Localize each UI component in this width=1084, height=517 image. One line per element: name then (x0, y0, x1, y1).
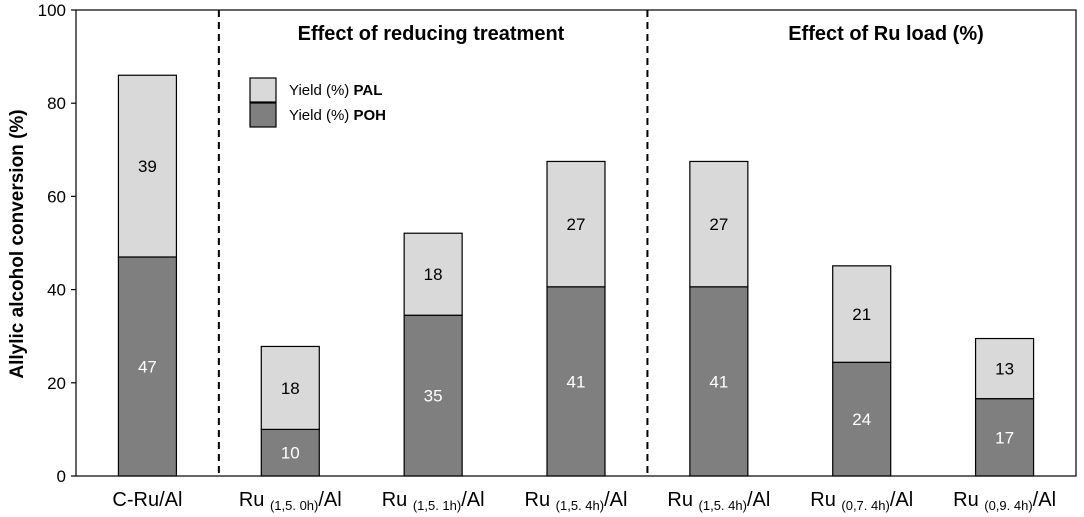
section-title-reducing: Effect of reducing treatment (298, 23, 565, 45)
x-tick-label: Ru (0,9. 4h)/Al (953, 489, 1056, 513)
data-label-pal: 39 (138, 157, 157, 176)
data-label-pal: 18 (281, 379, 300, 398)
data-label-pal: 27 (567, 215, 586, 234)
data-label-pal: 18 (424, 265, 443, 284)
bar-pal (689, 160, 749, 288)
y-tick-label: 20 (47, 374, 66, 393)
section-titles: Effect of reducing treatment Effect of R… (298, 23, 984, 45)
x-tick-label: Ru (1,5. 4h)/Al (525, 489, 628, 513)
section-dividers (217, 10, 649, 476)
bars: 47 39 10 18 35 18 41 27 41 27 24 21 17 13 (117, 74, 1035, 477)
bar-poh (403, 314, 463, 477)
y-axis-label: Allylic alcohol conversion (%) (7, 109, 28, 378)
data-label-pal: 21 (852, 305, 871, 324)
x-tick-label: Ru (1,5. 4h)/Al (667, 489, 770, 513)
legend-label-pal: Yield (%) PAL (289, 82, 382, 99)
x-tick-label: C-Ru/Al (112, 489, 182, 511)
data-label-poh: 10 (281, 444, 300, 463)
bar-poh (689, 286, 749, 477)
bar-poh (546, 286, 606, 477)
bar-pal (260, 345, 320, 430)
section-title-ru-load: Effect of Ru load (%) (788, 23, 984, 45)
y-tick-label: 0 (57, 467, 66, 486)
data-label-poh: 35 (424, 387, 443, 406)
axes: 0 20 40 60 80 100 C-Ru/Al Ru (1,5. 0h)/Al Ru (1,… (38, 1, 1077, 513)
bar-pal (832, 265, 892, 363)
bar-poh (117, 256, 178, 477)
x-tick-label: Ru (1,5. 1h)/Al (382, 489, 485, 513)
bar-pal (974, 337, 1035, 400)
bar-pal (546, 160, 606, 288)
data-label-poh: 41 (709, 372, 728, 391)
data-label-pal: 27 (709, 215, 728, 234)
y-tick-label: 40 (47, 281, 66, 300)
legend: Yield (%) PAL Yield (%) POH (249, 77, 386, 128)
data-label-poh: 17 (995, 428, 1014, 447)
data-label-poh: 41 (567, 372, 586, 391)
x-tick-label: Ru (0,7. 4h)/Al (810, 489, 913, 513)
y-tick-label: 100 (38, 1, 66, 20)
legend-swatch-pal (249, 77, 277, 103)
x-tick-label: Ru (1,5. 0h)/Al (239, 489, 342, 513)
bar-poh (974, 398, 1035, 477)
y-tick-label: 60 (47, 187, 66, 206)
legend-swatch-poh (249, 102, 277, 128)
y-tick-label: 80 (47, 94, 66, 113)
bar-pal (403, 232, 463, 316)
data-label-poh: 24 (852, 410, 871, 429)
bar-pal (117, 74, 178, 258)
legend-label-poh: Yield (%) POH (289, 107, 386, 124)
data-label-poh: 47 (138, 357, 157, 376)
data-label-pal: 13 (995, 360, 1014, 379)
